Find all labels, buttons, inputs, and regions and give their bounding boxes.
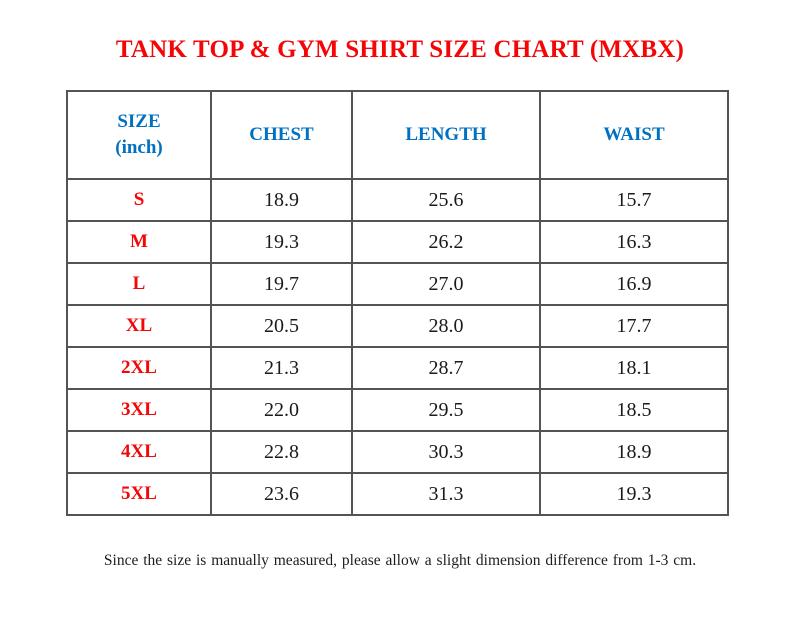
length-value: 28.0 <box>351 304 541 348</box>
chest-value: 20.5 <box>210 304 353 348</box>
table-row: L 19.7 27.0 16.9 <box>66 262 729 306</box>
length-value: 26.2 <box>351 220 541 264</box>
size-label: S <box>66 178 212 222</box>
column-header-size-label: SIZE <box>117 111 161 133</box>
table-row: S 18.9 25.6 15.7 <box>66 178 729 222</box>
table-row: 2XL 21.3 28.7 18.1 <box>66 346 729 390</box>
header-row: SIZE (inch) CHEST LENGTH WAIST <box>66 90 729 180</box>
length-value: 27.0 <box>351 262 541 306</box>
waist-value: 18.1 <box>539 346 729 390</box>
chest-value: 21.3 <box>210 346 353 390</box>
footnote: Since the size is manually measured, ple… <box>103 552 697 569</box>
column-header-chest: CHEST <box>210 90 353 180</box>
chest-value: 19.7 <box>210 262 353 306</box>
length-value: 29.5 <box>351 388 541 432</box>
column-header-length: LENGTH <box>351 90 541 180</box>
size-label: 4XL <box>66 430 212 474</box>
size-label: 5XL <box>66 472 212 516</box>
waist-value: 18.9 <box>539 430 729 474</box>
size-chart-table: SIZE (inch) CHEST LENGTH WAIST S 18.9 25… <box>66 90 729 516</box>
length-value: 28.7 <box>351 346 541 390</box>
chest-value: 23.6 <box>210 472 353 516</box>
waist-value: 15.7 <box>539 178 729 222</box>
waist-value: 17.7 <box>539 304 729 348</box>
column-header-waist: WAIST <box>539 90 729 180</box>
chest-value: 19.3 <box>210 220 353 264</box>
waist-value: 18.5 <box>539 388 729 432</box>
length-value: 31.3 <box>351 472 541 516</box>
size-label: M <box>66 220 212 264</box>
chest-value: 22.0 <box>210 388 353 432</box>
length-value: 30.3 <box>351 430 541 474</box>
table-row: 4XL 22.8 30.3 18.9 <box>66 430 729 474</box>
table-row: 5XL 23.6 31.3 19.3 <box>66 472 729 516</box>
waist-value: 16.3 <box>539 220 729 264</box>
length-value: 25.6 <box>351 178 541 222</box>
table-row: M 19.3 26.2 16.3 <box>66 220 729 264</box>
waist-value: 19.3 <box>539 472 729 516</box>
chest-value: 18.9 <box>210 178 353 222</box>
page-title: TANK TOP & GYM SHIRT SIZE CHART (MXBX) <box>115 36 685 63</box>
table-row: 3XL 22.0 29.5 18.5 <box>66 388 729 432</box>
size-label: L <box>66 262 212 306</box>
column-header-size: SIZE (inch) <box>66 90 212 180</box>
chest-value: 22.8 <box>210 430 353 474</box>
size-label: 2XL <box>66 346 212 390</box>
table-row: XL 20.5 28.0 17.7 <box>66 304 729 348</box>
size-label: XL <box>66 304 212 348</box>
waist-value: 16.9 <box>539 262 729 306</box>
size-label: 3XL <box>66 388 212 432</box>
column-header-size-unit: (inch) <box>115 137 163 158</box>
